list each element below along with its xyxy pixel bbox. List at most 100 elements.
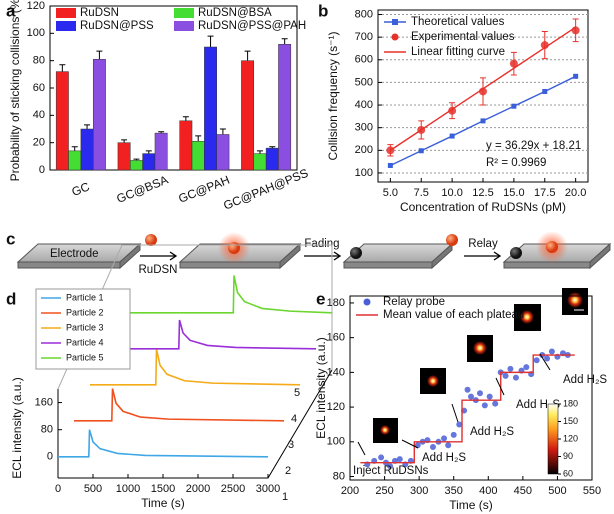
bar: [191, 141, 205, 171]
bar: [265, 147, 279, 171]
bar: [92, 59, 106, 171]
step-label: Relay: [468, 238, 498, 250]
depth-label: 1: [282, 491, 288, 503]
annotation: Inject RuDSNs: [353, 465, 429, 477]
bar: [216, 134, 230, 171]
bar: [179, 120, 193, 171]
y-tick-label: 800: [355, 8, 373, 20]
legend-swatch: [174, 21, 194, 31]
annotation-arrow: [539, 353, 551, 371]
y-tick-label: 100: [355, 167, 373, 179]
x-tick-label: GC: [70, 179, 92, 199]
y-tick-label: 160: [327, 332, 345, 344]
colorbar-label: 120: [563, 433, 578, 443]
depth-label: 2: [285, 465, 291, 477]
marker: [548, 348, 555, 355]
x-tick-label: 550: [583, 485, 601, 497]
step-label: Fading: [304, 238, 339, 250]
inset-spot: [427, 375, 439, 387]
y-tick-label: 180: [327, 297, 345, 309]
x-tick-label: GC@PAH@PSS: [221, 166, 310, 213]
annotation: Add H₂S: [470, 426, 514, 438]
legend-label: RuDSN@PSS: [80, 20, 154, 32]
y-tick-label: 500: [355, 76, 373, 88]
marker: [441, 435, 448, 442]
series-line: [360, 354, 575, 464]
marker: [449, 133, 455, 139]
marker: [387, 463, 394, 470]
x-tick-label: 500: [84, 483, 102, 495]
x-tick-label: 15.0: [503, 187, 524, 199]
marker: [544, 355, 551, 362]
legend-label: Mean value of each plateau: [383, 309, 524, 321]
y-tick-label: 80: [33, 55, 45, 67]
legend-label: Relay probe: [383, 296, 445, 308]
step-label: Electrode: [50, 248, 99, 260]
marker: [378, 454, 385, 461]
y-axis-label: Collision frequency (s⁻¹): [326, 31, 340, 160]
trace: [122, 275, 333, 314]
error-bar: [71, 146, 78, 151]
y-tick-label: 700: [355, 31, 373, 43]
inset-spot: [520, 310, 534, 324]
y-tick-label: 140: [327, 366, 345, 378]
trace: [106, 319, 317, 350]
x-tick-label: 20.0: [565, 187, 586, 199]
marker: [429, 444, 436, 451]
y-axis-label: ECL intensity (a.u.): [10, 377, 24, 479]
annotation: y = 36.29x + 18.21: [486, 140, 581, 152]
legend-marker: [363, 298, 371, 306]
arrow: [140, 251, 178, 261]
annotation: Add H₂S: [563, 374, 607, 386]
legend-label: Particle 3: [66, 322, 104, 332]
panel-letter: d: [6, 289, 16, 308]
legend-label: RuDSN@PSS@PAH: [198, 20, 306, 32]
legend-label: Particle 1: [66, 292, 104, 302]
electrode-edge: [17, 261, 121, 269]
error-bar: [281, 38, 288, 45]
colorbar-label: 180: [563, 398, 578, 408]
marker: [509, 59, 518, 68]
electrode-side: [279, 242, 301, 270]
legend-label: Particle 2: [66, 307, 104, 317]
marker: [507, 365, 514, 372]
trace: [58, 429, 269, 458]
y-tick-label: 200: [355, 144, 373, 156]
marker: [396, 456, 403, 463]
y-tick-label: 60: [33, 82, 45, 94]
plot-frame: [349, 295, 593, 481]
arrow: [464, 251, 502, 261]
marker: [468, 393, 474, 400]
inset-spot: [380, 425, 390, 435]
inset-spot: [567, 292, 583, 308]
faded-particle: [350, 247, 362, 259]
colorbar: [547, 403, 559, 475]
x-axis-label: Time (s): [449, 498, 493, 512]
electrode-side: [431, 242, 453, 270]
bar: [154, 132, 168, 171]
legend-swatch: [56, 21, 76, 31]
x-axis-label: Time (s): [141, 496, 185, 510]
marker: [502, 372, 509, 379]
trace: [90, 349, 301, 386]
colorbar-label: 150: [563, 416, 578, 426]
y-tick-label: 80: [333, 470, 345, 482]
y-tick-label: 40: [33, 109, 45, 121]
legend-label: RuDSN: [80, 7, 119, 19]
y-tick-label: 0: [39, 164, 45, 176]
trace: [74, 388, 285, 422]
x-tick-label: 2000: [186, 483, 210, 495]
particle: [446, 234, 458, 246]
x-tick-label: 350: [445, 485, 463, 497]
particle: [546, 241, 558, 253]
panel-letter: b: [318, 1, 328, 20]
error-bar: [84, 124, 91, 129]
x-tick-label: 1500: [151, 483, 175, 495]
y-tick-label: 20: [33, 137, 45, 149]
bar: [278, 44, 292, 171]
inset-spot: [473, 341, 487, 355]
y-axis-label: ECL intensity (a.u.): [314, 337, 328, 439]
electrode-edge: [503, 261, 591, 269]
bar: [68, 150, 82, 171]
particle: [228, 242, 240, 254]
